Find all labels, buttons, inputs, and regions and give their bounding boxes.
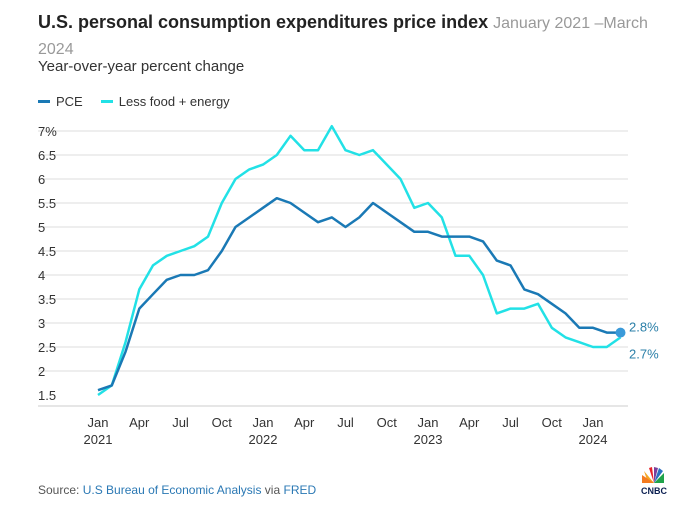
y-tick-label: 5	[38, 220, 45, 235]
x-tick-label: Apr	[459, 415, 480, 430]
y-tick-label: 1.5	[38, 388, 56, 403]
y-tick-label: 6.5	[38, 148, 56, 163]
plot-area: 1.5 2 2.5 3 3.5 4 4.5 5 5.5 6 6.5 7% Jan 2021 Apr Jul Oc…	[38, 124, 659, 447]
y-tick-label: 3.5	[38, 292, 56, 307]
svg-text:CNBC: CNBC	[641, 486, 667, 496]
legend-swatch-pce	[38, 100, 50, 103]
legend: PCE Less food + energy	[38, 94, 230, 109]
x-tick-label: Oct	[377, 415, 398, 430]
series-line-core	[97, 124, 622, 397]
x-tick-year: 2023	[414, 432, 443, 447]
y-tick-label: 5.5	[38, 196, 56, 211]
legend-item-core: Less food + energy	[100, 94, 230, 109]
end-point-marker	[615, 327, 626, 338]
y-tick-label: 6	[38, 172, 45, 187]
x-tick-label: Oct	[542, 415, 563, 430]
source-line: Source: U.S Bureau of Economic Analysis …	[38, 483, 317, 497]
x-tick-label: Apr	[294, 415, 315, 430]
x-tick-label: Apr	[129, 415, 150, 430]
x-tick-label: Jan	[583, 415, 604, 430]
y-tick-label: 2.5	[38, 340, 56, 355]
x-tick-year: 2021	[84, 432, 113, 447]
y-tick-label: 2	[38, 364, 45, 379]
y-tick-label: 3	[38, 316, 45, 331]
chart-subtitle: Year-over-year percent change	[38, 58, 245, 75]
x-tick-label: Jan	[418, 415, 439, 430]
x-tick-label: Jul	[502, 415, 519, 430]
date-range: January 2021 –March 2024	[38, 15, 648, 58]
series-line-pce	[97, 196, 621, 392]
end-label-pce: 2.8%	[629, 320, 659, 335]
y-tick-label: 4.5	[38, 244, 56, 259]
x-tick-year: 2022	[249, 432, 278, 447]
x-tick-year: 2024	[579, 432, 608, 447]
x-tick-label: Jul	[337, 415, 354, 430]
y-tick-label: 7%	[38, 124, 57, 139]
x-tick-label: Oct	[212, 415, 233, 430]
legend-item-pce: PCE	[38, 94, 83, 109]
fred-link[interactable]: FRED	[283, 483, 317, 497]
y-tick-label: 4	[38, 268, 45, 283]
x-tick-label: Jul	[172, 415, 189, 430]
end-label-core: 2.7%	[629, 346, 659, 361]
x-tick-label: Jan	[88, 415, 109, 430]
cnbc-logo: CNBC	[636, 465, 672, 502]
source-link[interactable]: U.S Bureau of Economic Analysis	[82, 483, 262, 497]
legend-swatch-core	[100, 100, 113, 103]
chart-title: U.S. personal consumption expenditures p…	[38, 12, 648, 58]
x-tick-label: Jan	[253, 415, 274, 430]
